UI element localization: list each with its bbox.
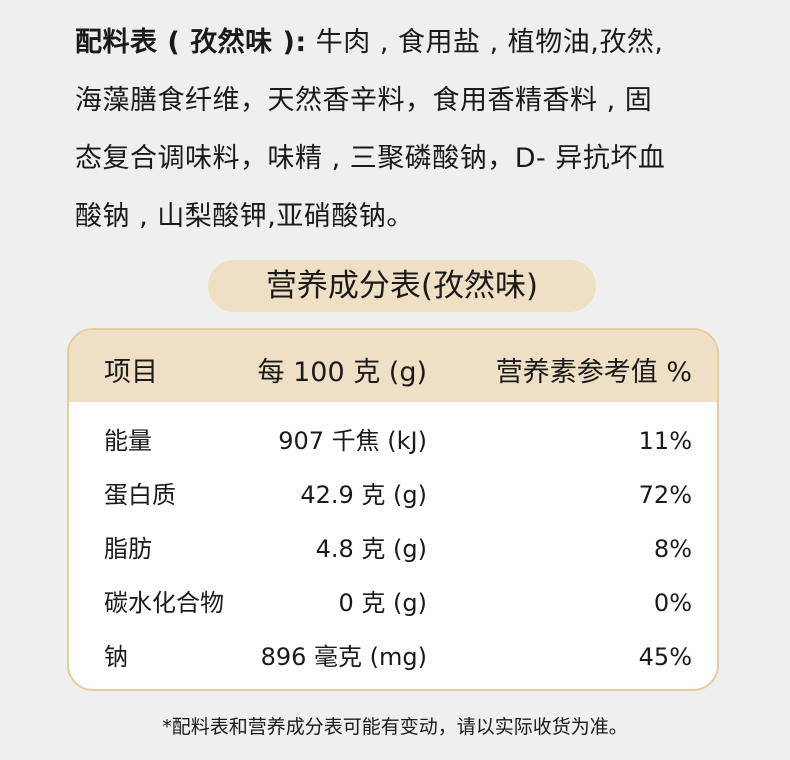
table-row: 能量 907 千焦 (kJ) 11% <box>69 414 717 468</box>
ingredients-line: 态复合调味料，味精 , 三聚磷酸钠，D- 异抗坏血 <box>75 143 666 174</box>
row-nrv: 11% <box>638 427 692 455</box>
row-item: 碳水化合物 <box>104 589 224 617</box>
row-item: 蛋白质 <box>104 481 176 509</box>
table-row: 钠 896 毫克 (mg) 45% <box>69 630 717 684</box>
table-header: 项目 每 100 克 (g) 营养素参考值 % <box>69 330 717 402</box>
row-nrv: 0% <box>653 589 692 617</box>
row-amount: 907 千焦 (kJ) <box>278 427 427 455</box>
row-item: 钠 <box>104 643 128 671</box>
ingredients-text: 配料表 ( 孜然味 ): 牛肉 , 食用盐 , 植物油,孜然, 海藻膳食纤维，天… <box>75 14 755 246</box>
header-nrv: 营养素参考值 % <box>495 357 692 388</box>
row-amount: 4.8 克 (g) <box>315 535 427 563</box>
row-item: 能量 <box>104 427 152 455</box>
nutrition-table: 项目 每 100 克 (g) 营养素参考值 % 能量 907 千焦 (kJ) 1… <box>67 328 719 691</box>
table-row: 脂肪 4.8 克 (g) 8% <box>69 522 717 576</box>
ingredients-label: 配料表 ( 孜然味 ): <box>75 27 307 58</box>
ingredients-line: 海藻膳食纤维，天然香辛料，食用香精香料 , 固 <box>75 85 653 116</box>
row-amount: 42.9 克 (g) <box>300 481 427 509</box>
nutrition-title: 营养成分表(孜然味) <box>208 260 596 312</box>
row-amount: 896 毫克 (mg) <box>260 643 427 671</box>
header-item: 项目 <box>104 357 158 388</box>
row-item: 脂肪 <box>104 535 152 563</box>
row-amount: 0 克 (g) <box>338 589 428 617</box>
row-nrv: 45% <box>638 643 692 671</box>
table-row: 蛋白质 42.9 克 (g) 72% <box>69 468 717 522</box>
table-row: 碳水化合物 0 克 (g) 0% <box>69 576 717 630</box>
row-nrv: 8% <box>653 535 692 563</box>
row-nrv: 72% <box>638 481 692 509</box>
footnote: *配料表和营养成分表可能有变动，请以实际收货为准。 <box>162 716 628 738</box>
ingredients-line: 酸钠 , 山梨酸钾,亚硝酸钠。 <box>75 201 414 232</box>
header-per-100g: 每 100 克 (g) <box>257 357 428 388</box>
ingredients-line: 牛肉 , 食用盐 , 植物油,孜然, <box>306 27 664 58</box>
